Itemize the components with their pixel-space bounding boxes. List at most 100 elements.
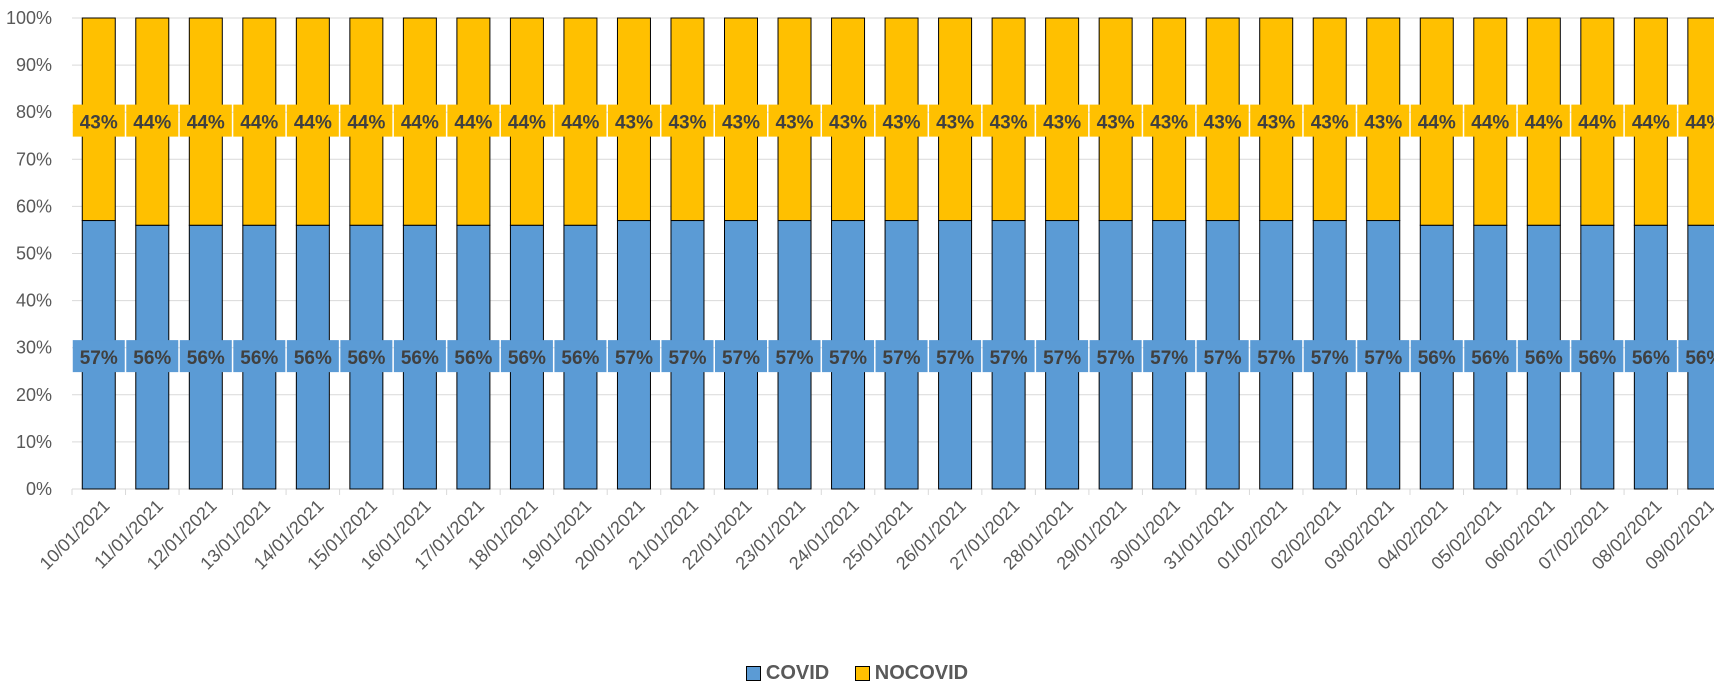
data-label-covid: 56% [187,348,225,369]
data-label-covid: 57% [936,348,974,369]
data-label-nocovid: 44% [401,113,439,134]
data-label-nocovid: 44% [508,113,546,134]
y-tick-label: 40% [16,291,52,311]
data-label-bg-covid [1571,340,1624,373]
data-label-bg-nocovid [1196,104,1249,137]
y-tick-label: 10% [16,432,52,452]
data-label-covid: 56% [347,348,385,369]
data-label-bg-nocovid [1250,104,1303,137]
data-label-nocovid: 43% [1257,113,1295,134]
data-label-nocovid: 44% [1525,113,1563,134]
data-label-covid: 57% [668,348,706,369]
data-label-bg-covid [715,340,768,373]
data-label-bg-covid [1517,340,1570,373]
y-tick-label: 60% [16,196,52,216]
data-label-nocovid: 44% [347,113,385,134]
data-label-covid: 56% [1578,348,1616,369]
data-label-nocovid: 43% [1364,113,1402,134]
data-label-bg-covid [661,340,714,373]
y-tick-label: 20% [16,385,52,405]
data-label-bg-covid [1464,340,1517,373]
data-label-bg-covid [1678,340,1714,373]
data-label-nocovid: 43% [1097,113,1135,134]
data-label-covid: 56% [401,348,439,369]
data-label-bg-nocovid [982,104,1035,137]
y-tick-label: 30% [16,338,52,358]
data-label-covid: 56% [561,348,599,369]
data-label-bg-nocovid [126,104,179,137]
data-label-bg-nocovid [1517,104,1570,137]
data-label-bg-covid [554,340,607,373]
data-label-bg-nocovid [340,104,393,137]
y-tick-label: 100% [6,8,52,28]
data-label-bg-nocovid [661,104,714,137]
y-tick-label: 50% [16,244,52,264]
y-tick-label: 90% [16,55,52,75]
data-label-nocovid: 43% [615,113,653,134]
data-label-covid: 56% [1418,348,1456,369]
data-label-bg-covid [1036,340,1089,373]
data-label-bg-covid [1089,340,1142,373]
data-label-bg-covid [1250,340,1303,373]
data-label-covid: 57% [883,348,921,369]
data-label-bg-nocovid [233,104,286,137]
data-label-nocovid: 43% [1043,113,1081,134]
data-label-bg-covid [1357,340,1410,373]
legend-item-nocovid: NOCOVID [854,662,969,685]
data-label-covid: 57% [829,348,867,369]
data-label-bg-nocovid [393,104,446,137]
data-label-bg-covid [1303,340,1356,373]
data-label-bg-covid [768,340,821,373]
legend-item-covid: COVID [745,662,830,685]
data-label-bg-nocovid [179,104,232,137]
data-label-nocovid: 43% [990,113,1028,134]
data-label-covid: 57% [1204,348,1242,369]
data-label-bg-nocovid [875,104,928,137]
data-label-covid: 56% [508,348,546,369]
data-label-nocovid: 44% [1471,113,1509,134]
legend-swatch-covid [745,666,761,681]
data-label-covid: 56% [240,348,278,369]
data-label-nocovid: 43% [1150,113,1188,134]
data-label-bg-nocovid [929,104,982,137]
data-label-bg-covid [447,340,500,373]
data-label-nocovid: 44% [1685,113,1714,134]
data-label-nocovid: 44% [1632,113,1670,134]
legend-label-nocovid: NOCOVID [874,662,969,684]
data-label-covid: 56% [1632,348,1670,369]
data-label-bg-nocovid [1464,104,1517,137]
data-label-bg-covid [1196,340,1249,373]
data-label-bg-nocovid [554,104,607,137]
data-label-nocovid: 44% [240,113,278,134]
data-label-nocovid: 43% [883,113,921,134]
legend-swatch-nocovid [854,666,870,681]
data-label-nocovid: 44% [133,113,171,134]
data-label-covid: 57% [1257,348,1295,369]
data-label-covid: 57% [1364,348,1402,369]
data-label-covid: 56% [133,348,171,369]
y-tick-label: 80% [16,102,52,122]
data-label-bg-nocovid [1143,104,1196,137]
data-label-covid: 57% [722,348,760,369]
data-labels: 57% 43% 56% 44% 56% 44% 56% 44% 56% 44% 56% 44% 56% 4… [72,104,1714,373]
data-label-nocovid: 44% [454,113,492,134]
data-label-covid: 57% [990,348,1028,369]
data-label-bg-nocovid [1571,104,1624,137]
data-label-covid: 56% [454,348,492,369]
data-label-bg-nocovid [768,104,821,137]
y-tick-label: 0% [26,479,52,499]
data-label-bg-nocovid [72,104,125,137]
data-label-covid: 57% [1043,348,1081,369]
data-label-bg-covid [1624,340,1677,373]
data-label-bg-nocovid [1624,104,1677,137]
data-label-bg-nocovid [500,104,553,137]
data-label-bg-covid [393,340,446,373]
data-label-bg-covid [126,340,179,373]
data-label-covid: 56% [1525,348,1563,369]
data-label-nocovid: 43% [722,113,760,134]
legend-label-covid: COVID [765,662,830,684]
y-tick-label: 70% [16,149,52,169]
data-label-nocovid: 44% [187,113,225,134]
data-label-bg-covid [929,340,982,373]
